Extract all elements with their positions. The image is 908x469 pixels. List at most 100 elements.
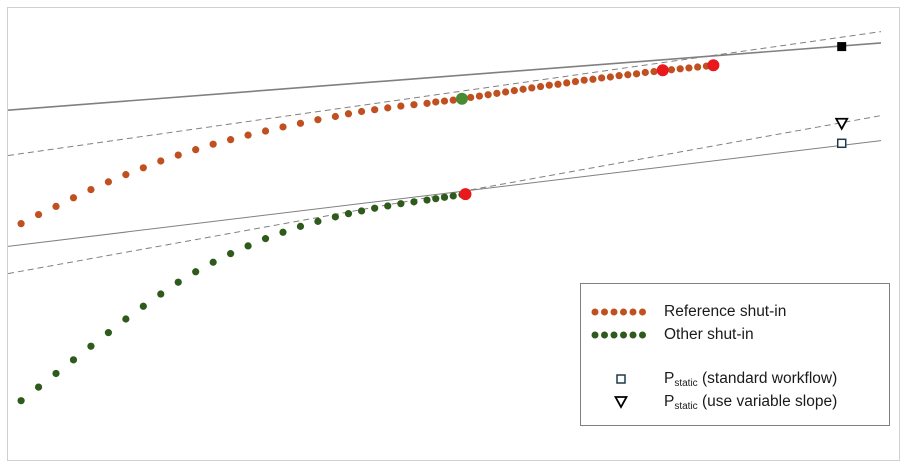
- reference-shut-in-point-49: [624, 71, 632, 79]
- legend: Reference shut-in Other shut-in Pstatic …: [580, 283, 890, 426]
- reference-shut-in-point-19: [331, 112, 339, 121]
- legend-label-pstatic-standard: Pstatic (standard workflow): [664, 369, 838, 389]
- other-shut-in-point-24: [397, 200, 405, 208]
- reference-shut-in-point-35: [502, 88, 510, 96]
- fit-line-2: [8, 31, 882, 157]
- reference-shut-in-point-7: [122, 171, 130, 179]
- other-shut-in-point-26: [423, 196, 431, 204]
- reference-shut-in-point-17: [296, 119, 305, 127]
- other-shut-in-point-15: [261, 235, 270, 243]
- other-shut-in-highlight-1: [459, 188, 472, 201]
- legend-dot: [639, 331, 646, 339]
- reference-shut-in-point-28: [440, 97, 449, 105]
- reference-shut-in-point-16: [279, 123, 287, 131]
- other-shut-in-point-23: [384, 202, 392, 210]
- legend-marker-square-open: [616, 374, 626, 384]
- reference-shut-in-point-27: [432, 98, 440, 106]
- legend-dot: [601, 308, 608, 316]
- legend-dot: [591, 308, 599, 316]
- other-shut-in-point-16: [279, 228, 287, 236]
- reference-shut-in-point-31: [467, 93, 475, 102]
- reference-shut-in-point-41: [554, 80, 562, 88]
- pstatic-variable-marker: [834, 117, 849, 131]
- reference-shut-in-point-52: [650, 67, 658, 76]
- reference-shut-in-point-25: [410, 101, 418, 109]
- other-shut-in-point-10: [174, 278, 182, 286]
- other-shut-in-point-22: [371, 204, 379, 212]
- legend-dot: [629, 308, 637, 316]
- reference-shut-in-point-12: [209, 140, 217, 148]
- other-shut-in-point-11: [192, 268, 200, 276]
- pstatic-filled-marker: [837, 42, 847, 52]
- other-shut-in-point-9: [157, 290, 165, 298]
- other-shut-in-point-7: [122, 315, 130, 323]
- reference-shut-in-point-23: [384, 104, 392, 112]
- reference-shut-in-point-4: [69, 194, 78, 202]
- reference-shut-in-point-15: [261, 127, 270, 135]
- legend-dot: [639, 308, 646, 316]
- other-shut-in-point-12: [209, 258, 217, 266]
- reference-shut-in-point-20: [344, 110, 353, 118]
- fit-line-3: [8, 140, 882, 247]
- reference-shut-in-point-48: [615, 72, 623, 80]
- other-shut-in-point-18: [314, 217, 322, 225]
- other-shut-in-point-5: [87, 342, 95, 350]
- reference-shut-in-point-8: [139, 164, 147, 172]
- reference-shut-in-point-46: [598, 74, 606, 82]
- other-shut-in-point-14: [244, 242, 252, 250]
- legend-marker-reference-dots: [591, 308, 646, 316]
- reference-shut-in-point-47: [606, 73, 614, 81]
- reference-shut-in-point-39: [536, 82, 545, 91]
- reference-shut-in-point-10: [174, 151, 182, 159]
- reference-shut-in-point-38: [528, 84, 536, 92]
- other-shut-in-point-2: [34, 383, 43, 391]
- legend-label-other: Other shut-in: [664, 326, 754, 343]
- pstatic-standard-marker: [836, 138, 847, 149]
- reference-shut-in-point-13: [227, 136, 235, 144]
- reference-shut-in-point-2: [34, 210, 43, 219]
- other-shut-in-point-27: [432, 195, 440, 203]
- other-shut-in-point-1: [17, 397, 25, 405]
- other-shut-in-point-8: [139, 302, 147, 310]
- other-shut-in-point-29: [449, 192, 457, 200]
- reference-shut-in-point-14: [244, 131, 252, 139]
- legend-dot: [610, 308, 618, 316]
- reference-shut-in-point-44: [580, 76, 588, 84]
- reference-shut-in-highlight-2: [656, 64, 669, 77]
- reference-shut-in-point-6: [104, 178, 112, 186]
- reference-shut-in-highlight-1: [455, 92, 468, 105]
- other-shut-in-point-13: [227, 250, 235, 258]
- legend-dot: [629, 331, 637, 339]
- legend-label-pstatic-variable: Pstatic (use variable slope): [664, 392, 838, 412]
- reference-shut-in-point-50: [632, 70, 641, 78]
- reference-shut-in-point-1: [17, 220, 25, 228]
- reference-shut-in-point-42: [563, 79, 571, 87]
- other-shut-in-point-25: [410, 198, 418, 206]
- legend-marker-other-dots: [591, 331, 646, 339]
- legend-square-open: [616, 374, 626, 384]
- other-shut-in-point-21: [357, 207, 366, 215]
- legend-dot: [591, 331, 599, 339]
- reference-shut-in-point-24: [397, 102, 405, 110]
- legend-dot: [610, 331, 618, 339]
- legend-triangle-down-open: [613, 396, 629, 409]
- legend-label-reference: Reference shut-in: [664, 303, 787, 320]
- reference-shut-in-point-57: [694, 63, 702, 71]
- reference-shut-in-point-18: [314, 116, 322, 124]
- reference-shut-in-point-34: [493, 89, 501, 97]
- other-shut-in-point-6: [104, 329, 112, 337]
- reference-shut-in-highlight-3: [707, 59, 720, 72]
- other-shut-in-point-28: [440, 193, 449, 201]
- legend-dot: [620, 331, 627, 339]
- reference-shut-in-point-5: [87, 186, 95, 194]
- other-shut-in-point-20: [344, 210, 353, 218]
- fit-line-1: [8, 42, 882, 111]
- other-shut-in-point-19: [331, 213, 339, 221]
- reference-shut-in-point-51: [641, 68, 649, 77]
- reference-shut-in-point-11: [192, 146, 200, 154]
- chart-frame: Reference shut-in Other shut-in Pstatic …: [7, 7, 900, 461]
- reference-shut-in-point-55: [676, 65, 684, 73]
- legend-dot: [620, 308, 627, 316]
- reference-shut-in-point-56: [685, 64, 693, 72]
- other-shut-in-point-4: [69, 356, 78, 364]
